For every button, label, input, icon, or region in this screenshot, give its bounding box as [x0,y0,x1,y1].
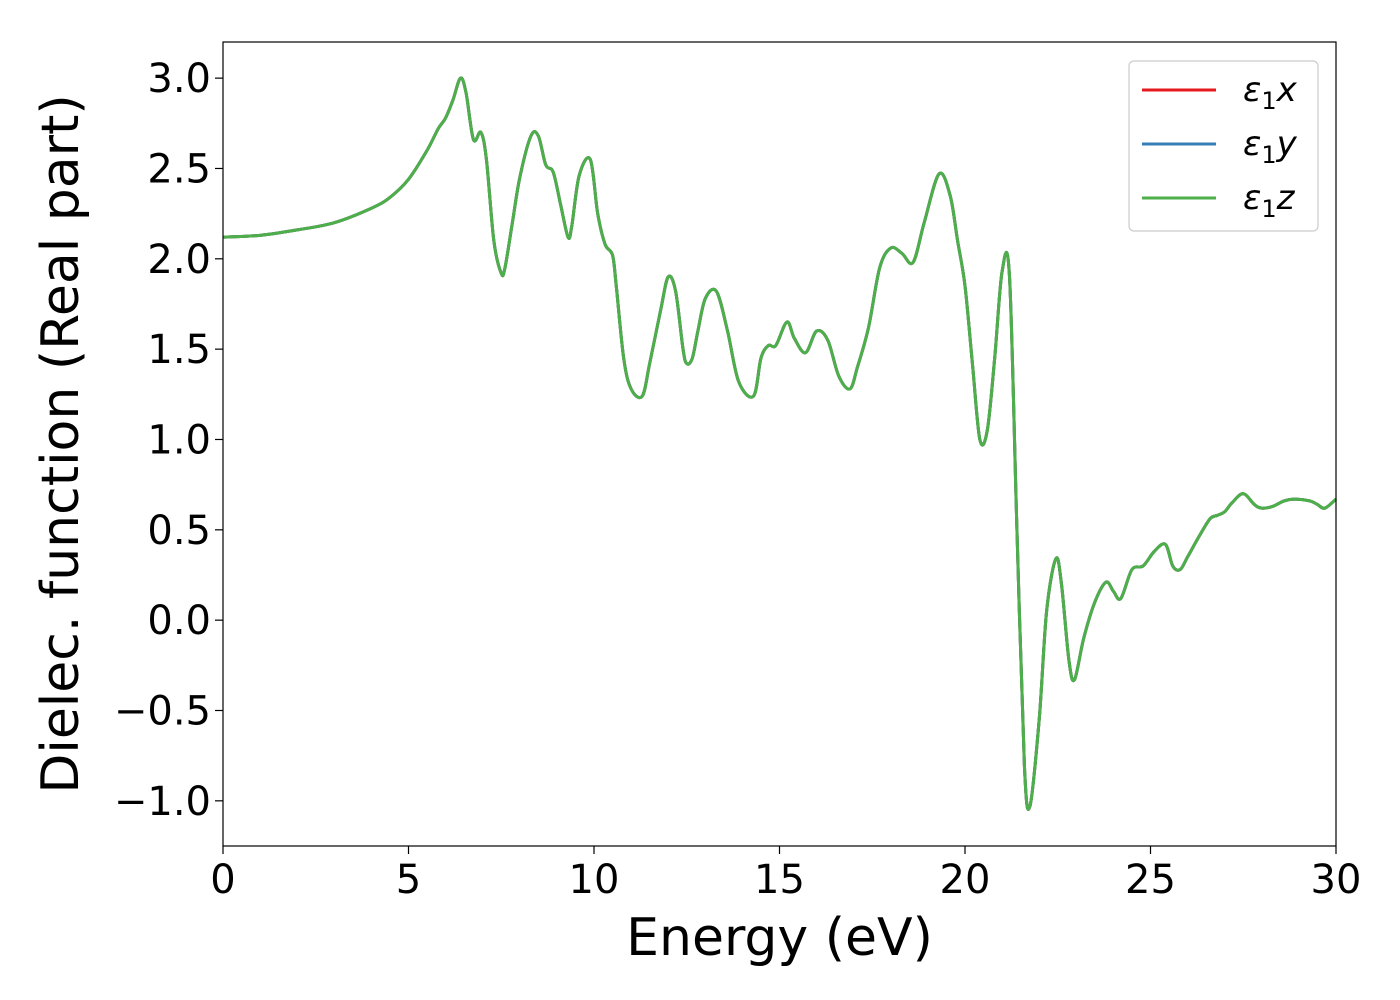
y-tick-label: −0.5 [114,688,211,734]
y-axis-title: Dielec. function (Real part) [31,94,91,793]
x-tick-label: 15 [754,857,805,903]
x-axis-title: Energy (eV) [626,908,933,968]
y-tick-label: 0.0 [147,598,211,644]
x-axis-ticks: 0 5 10 15 20 25 30 [210,846,1361,903]
y-tick-label: 2.5 [147,146,211,192]
plot-lines [222,76,1337,811]
legend-label: ε1x [1243,70,1298,115]
y-tick-label: 2.0 [147,237,211,283]
series-line-3 [222,76,1337,811]
legend-label: ε1y [1243,124,1298,169]
y-axis-ticks: −1.0 −0.5 0.0 0.5 1.0 1.5 2.0 2.5 3.0 [114,56,223,825]
y-tick-label: −1.0 [114,779,211,825]
x-tick-label: 30 [1311,857,1362,903]
legend-box [1128,60,1319,232]
y-tick-label: 1.0 [147,417,211,463]
y-tick-label: 1.5 [147,327,211,373]
y-tick-label: 0.5 [147,508,211,554]
x-tick-label: 10 [569,857,620,903]
x-tick-label: 0 [210,857,235,903]
x-tick-label: 5 [396,857,421,903]
y-tick-label: 3.0 [147,56,211,102]
x-tick-label: 25 [1125,857,1176,903]
x-tick-label: 20 [940,857,991,903]
legend-label: ε1z [1243,178,1296,223]
legend: ε1x ε1y ε1z [1128,60,1319,232]
